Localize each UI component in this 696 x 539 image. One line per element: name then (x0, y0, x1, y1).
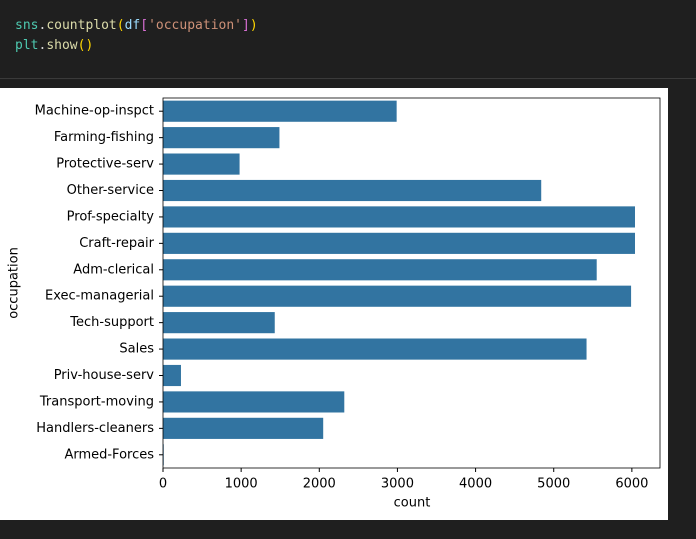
y-tick-label: Farming-fishing (54, 130, 154, 145)
bar (163, 100, 397, 122)
bar (163, 417, 324, 439)
bar (163, 206, 635, 228)
y-tick-label: Priv-house-serv (54, 368, 155, 383)
x-tick-label: 6000 (615, 477, 648, 492)
y-tick-label: Armed-Forces (64, 447, 154, 462)
token: [ (140, 18, 148, 33)
y-tick-label: Sales (119, 342, 154, 357)
y-axis-label: occupation (7, 247, 22, 319)
x-tick-label: 3000 (381, 477, 414, 492)
x-tick-label: 4000 (459, 477, 492, 492)
y-tick-label: Transport-moving (39, 394, 154, 409)
y-tick-label: Exec-managerial (45, 289, 154, 304)
y-tick-label: Protective-serv (56, 157, 154, 172)
code-cell[interactable]: sns.countplot(df['occupation']) plt.show… (0, 0, 696, 79)
y-tick-label: Tech-support (69, 315, 154, 330)
token: sns (15, 18, 38, 33)
token: ( (117, 18, 125, 33)
token: . (38, 38, 46, 53)
axes-frame (162, 97, 661, 469)
bar (163, 153, 240, 175)
y-tick-label: Prof-specialty (67, 209, 155, 224)
y-tick-label: Craft-repair (79, 236, 154, 251)
bar (163, 127, 280, 149)
y-tick-label: Adm-clerical (73, 262, 154, 277)
y-tick-label: Machine-op-inspct (35, 104, 154, 119)
bar (163, 232, 635, 254)
token: show (46, 38, 77, 53)
bar (163, 285, 632, 307)
y-tick-label: Handlers-cleaners (36, 421, 154, 436)
token: () (78, 38, 94, 53)
x-axis-label: count (394, 496, 431, 511)
y-tick-label: Other-service (67, 183, 154, 198)
token: ] (242, 18, 250, 33)
bar (163, 312, 275, 334)
bar (163, 179, 542, 202)
bar (163, 338, 587, 360)
code-line: sns.countplot(df['occupation']) (15, 18, 258, 33)
x-tick-label: 1000 (225, 477, 258, 492)
token: ) (250, 18, 258, 33)
token: 'occupation' (148, 18, 242, 33)
code-line: plt.show() (15, 38, 93, 53)
bar (163, 391, 345, 413)
token: plt (15, 38, 38, 53)
code-editor: sns.countplot(df['occupation']) plt.show… (15, 18, 258, 53)
x-tick-label: 5000 (537, 477, 570, 492)
x-tick-label: 2000 (303, 477, 336, 492)
bar (163, 364, 181, 387)
token: df (125, 18, 141, 33)
token: countplot (46, 18, 116, 33)
chart: count occupation 0 1000 2000 3000 4000 5000 60… (0, 88, 668, 520)
x-tick-label: 0 (159, 477, 167, 492)
bar (163, 259, 597, 281)
token: . (38, 18, 46, 33)
